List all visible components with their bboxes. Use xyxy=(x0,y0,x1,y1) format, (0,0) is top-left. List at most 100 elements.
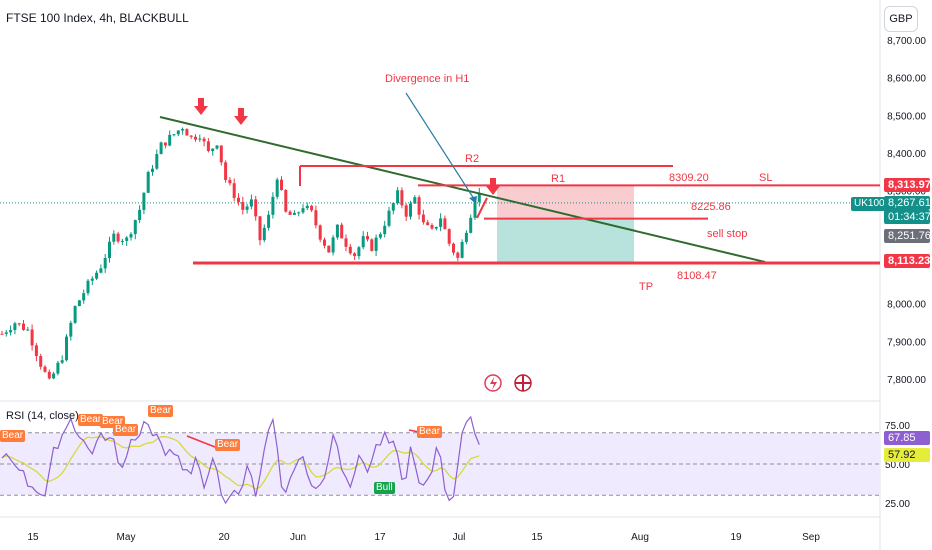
candle-up xyxy=(133,220,137,235)
candle-up xyxy=(378,234,382,238)
candle-up xyxy=(396,190,400,204)
candle-up xyxy=(391,203,395,211)
candle-up xyxy=(469,217,473,233)
candle-up xyxy=(460,241,464,258)
candle-down xyxy=(219,145,223,163)
candle-up xyxy=(69,322,73,337)
r2-label: R2 xyxy=(465,153,479,165)
divergence-pointer xyxy=(405,92,477,203)
rsi-bear-tag: Bear xyxy=(417,426,443,438)
candle-down xyxy=(340,224,344,239)
candle-down xyxy=(206,141,210,152)
entry-value-label: 8225.86 xyxy=(691,201,731,213)
candle-up xyxy=(95,272,99,279)
divergence-label: Divergence in H1 xyxy=(385,73,469,85)
candle-down xyxy=(185,129,189,136)
candle-up xyxy=(215,145,219,149)
currency-button[interactable]: GBP xyxy=(884,6,918,32)
rsi-band-fill xyxy=(0,432,880,496)
price-tick-label: 7,800.00 xyxy=(887,375,926,386)
candle-up xyxy=(99,268,103,273)
candle-up xyxy=(112,233,116,242)
down-arrow-1-shaft xyxy=(198,98,204,106)
down-arrow-2-shaft xyxy=(238,108,244,116)
candle-down xyxy=(189,135,193,137)
time-tick-label: 15 xyxy=(27,532,39,543)
candle-up xyxy=(297,212,301,214)
candle-up xyxy=(181,129,185,131)
candle-up xyxy=(4,332,8,334)
rsi-ma-line xyxy=(1,436,480,490)
time-tick-label: May xyxy=(117,532,136,543)
rsi-bear-tag: Bear xyxy=(0,430,26,442)
candle-down xyxy=(280,179,283,190)
rsi-bear-tag: Bear xyxy=(148,405,174,417)
sell-stop-label: sell stop xyxy=(707,228,747,240)
candle-up xyxy=(155,154,159,169)
candle-up xyxy=(120,240,124,242)
candle-down xyxy=(237,197,240,202)
rsi-ma-value-tag: 57.92 xyxy=(884,448,930,462)
tp-value-label: 8108.47 xyxy=(677,270,717,282)
candle-down xyxy=(232,183,236,198)
candle-up xyxy=(138,209,142,221)
candle-up xyxy=(86,280,90,294)
down-arrow-1 xyxy=(194,98,208,115)
r1-label: R1 xyxy=(551,173,565,185)
candle-down xyxy=(310,205,314,211)
rsi-bull-tag: Bull xyxy=(374,482,395,494)
current-price-tag: 8,267.61 xyxy=(884,196,931,210)
candle-down xyxy=(224,162,228,180)
candle-up xyxy=(275,179,279,197)
time-tick-label: 20 xyxy=(218,532,230,543)
candle-up xyxy=(383,225,387,235)
candle-up xyxy=(211,148,215,152)
rsi-bear-tag: Bear xyxy=(113,424,139,436)
time-tick-label: 19 xyxy=(730,532,742,543)
price-tick-label: 8,400.00 xyxy=(887,149,926,160)
bid-price-tag: 8,251.76 xyxy=(884,229,931,243)
candle-down xyxy=(43,366,47,372)
candle-down xyxy=(370,239,374,251)
divergence-pointer-head xyxy=(469,196,477,204)
time-tick-label: Aug xyxy=(631,532,649,543)
time-tick-label: Jul xyxy=(453,532,466,543)
candle-down xyxy=(194,136,197,140)
symbol-tag: UK100 xyxy=(851,197,888,211)
candle-up xyxy=(172,134,176,136)
candle-down xyxy=(22,323,25,330)
rsi-value-tag: 67.85 xyxy=(884,431,930,445)
candle-up xyxy=(271,196,275,215)
candle-up xyxy=(245,206,249,210)
candle-down xyxy=(452,243,455,253)
candle-up xyxy=(108,241,111,259)
candle-up xyxy=(60,360,64,363)
price-tick-label: 8,500.00 xyxy=(887,111,926,122)
countdown-tag: 01:34:37 xyxy=(884,210,931,224)
candle-up xyxy=(331,237,335,253)
candle-down xyxy=(241,201,245,210)
candle-down xyxy=(318,225,322,240)
candle-down xyxy=(417,197,421,215)
down-arrow-2 xyxy=(234,108,248,125)
chart-title: FTSE 100 Index, 4h, BLACKBULL xyxy=(6,11,189,25)
rsi-tick-label: 75.00 xyxy=(885,421,910,432)
candle-down xyxy=(366,236,369,240)
candle-down xyxy=(17,323,21,325)
r1-value-label: 8309.20 xyxy=(669,172,709,184)
candle-up xyxy=(142,192,146,210)
candle-up xyxy=(13,323,17,331)
candle-up xyxy=(159,142,163,155)
price-tick-label: 8,000.00 xyxy=(887,300,926,311)
stop-loss-zone xyxy=(497,185,634,219)
candle-up xyxy=(434,226,438,229)
sl-price-tag: 8,313.97 xyxy=(884,178,931,192)
candle-up xyxy=(439,218,443,227)
candle-down xyxy=(400,190,404,206)
time-tick-label: 15 xyxy=(531,532,543,543)
candle-down xyxy=(34,345,38,357)
time-tick-label: Sep xyxy=(802,532,820,543)
down-arrow-3-head xyxy=(486,186,500,195)
